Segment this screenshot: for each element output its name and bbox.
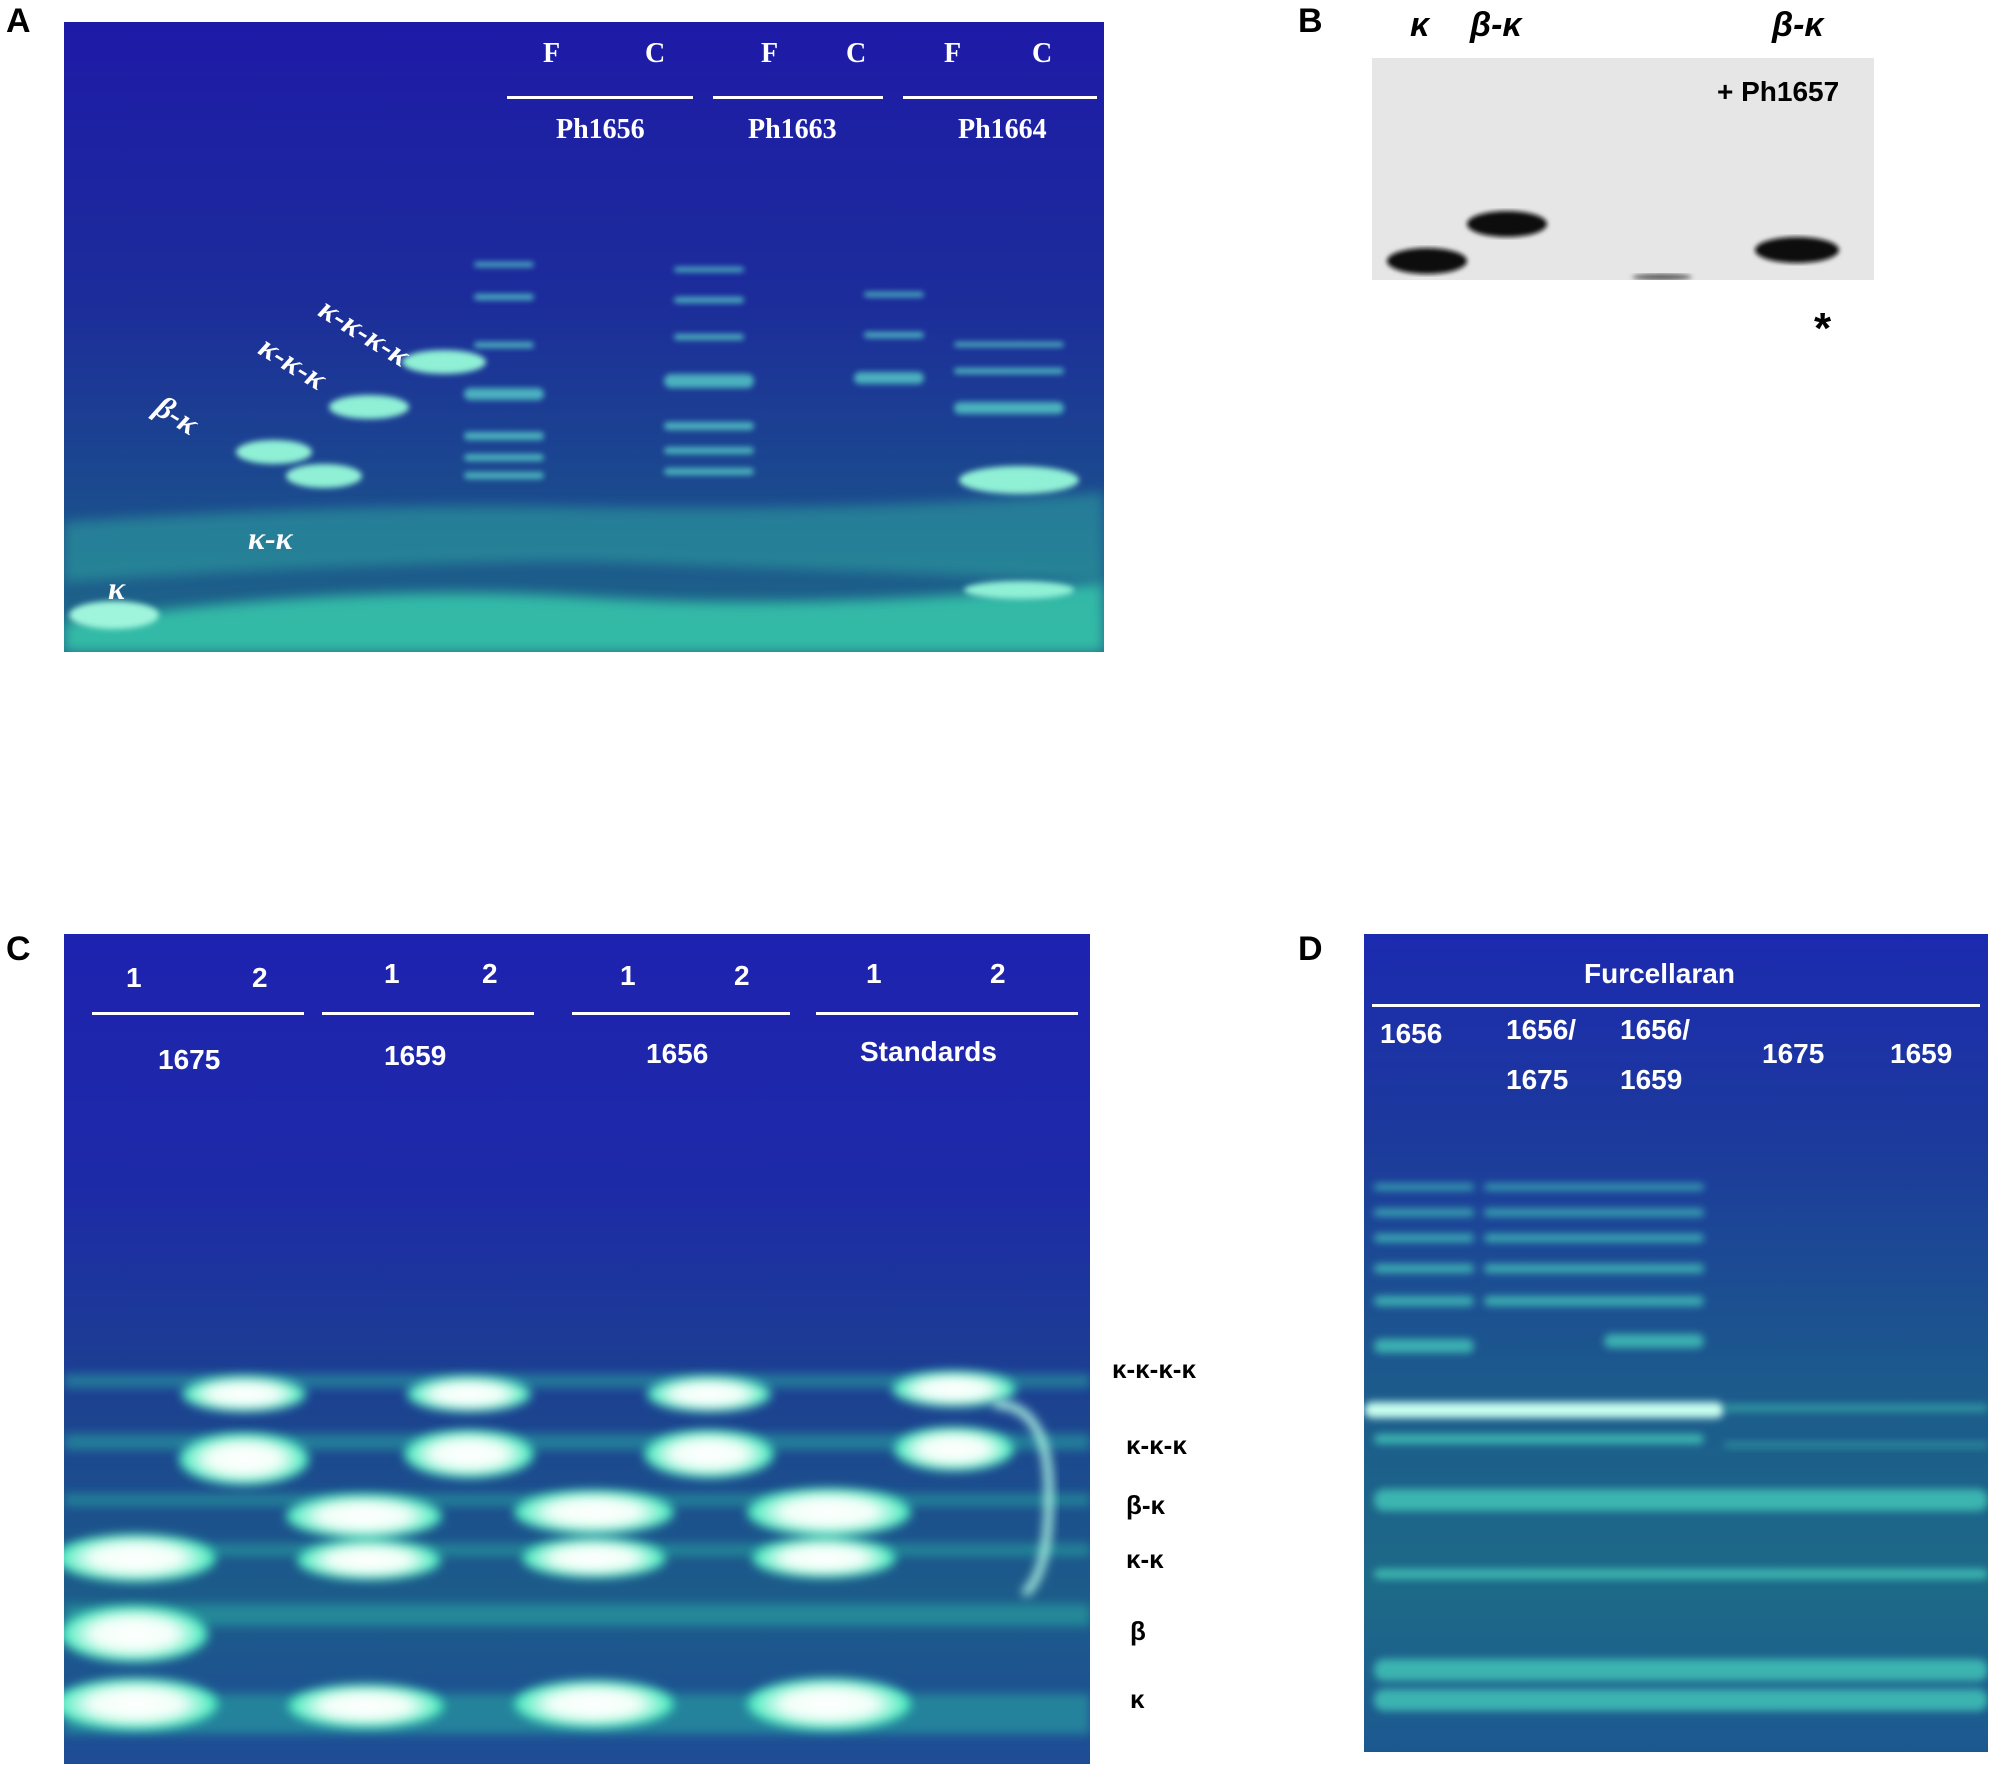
title-furcellaran: Furcellaran xyxy=(1584,958,1735,989)
band-label-c-kkkk: κ-κ-κ-κ xyxy=(1112,1354,1196,1384)
band-label-c-k: κ xyxy=(1130,1684,1145,1714)
band-label-c-bk: β-κ xyxy=(1126,1490,1166,1520)
band-label-c-b: β xyxy=(1130,1616,1146,1646)
group-label-ph1664: Ph1664 xyxy=(958,114,1047,145)
group-line-a-1 xyxy=(507,96,693,99)
lane-label-a-4: C xyxy=(846,38,867,69)
lane-label-a-3: F xyxy=(761,38,779,69)
panel-letter-b: B xyxy=(1298,2,1323,40)
gel-panel-d xyxy=(1364,934,1988,1752)
lane-number-c-5: 1 xyxy=(620,960,636,991)
asterisk-b: * xyxy=(1814,304,1832,353)
group-label-ph1663: Ph1663 xyxy=(748,114,837,145)
lane-label-d-3b: 1659 xyxy=(1620,1064,1683,1095)
group-line-c-3 xyxy=(572,1012,790,1015)
lane-number-c-7: 1 xyxy=(866,958,882,989)
group-label-1675: 1675 xyxy=(158,1044,221,1075)
lane-number-c-2: 2 xyxy=(252,962,268,993)
lane-number-c-4: 2 xyxy=(482,958,498,989)
group-line-a-2 xyxy=(713,96,883,99)
lane-label-d-1: 1656 xyxy=(1380,1018,1443,1049)
gel-a-bands xyxy=(64,262,1104,652)
gel-panel-b xyxy=(1372,58,1874,280)
gel-panel-a xyxy=(64,22,1104,652)
lane-label-d-5: 1659 xyxy=(1890,1038,1953,1069)
lane-label-b-bk-1: β-κ xyxy=(1470,6,1522,44)
group-label-1659: 1659 xyxy=(384,1040,447,1071)
band-label-a-kk: κ-κ xyxy=(248,520,293,556)
lane-label-d-2a: 1656/ xyxy=(1506,1014,1577,1045)
gel-b-bands xyxy=(1387,211,1839,280)
lane-label-a-6: C xyxy=(1032,38,1053,69)
group-line-c-2 xyxy=(322,1012,534,1015)
group-line-c-4 xyxy=(816,1012,1078,1015)
panel-letter-a: A xyxy=(6,2,31,40)
panel-letter-d: D xyxy=(1298,930,1323,968)
band-label-c-kk: κ-κ xyxy=(1126,1544,1164,1574)
group-label-ph1656: Ph1656 xyxy=(556,114,645,145)
lane-number-c-1: 1 xyxy=(126,962,142,993)
gel-d-bands xyxy=(1364,1184,1988,1711)
group-label-standards: Standards xyxy=(860,1036,997,1067)
lane-number-c-3: 1 xyxy=(384,958,400,989)
lane-label-b-bk-2: β-κ xyxy=(1772,6,1824,44)
gel-c-bands xyxy=(64,1371,1090,1734)
lane-number-c-8: 2 xyxy=(990,958,1006,989)
lane-number-c-6: 2 xyxy=(734,960,750,991)
band-label-c-kkk: κ-κ-κ xyxy=(1126,1430,1187,1460)
gel-panel-c xyxy=(64,934,1090,1764)
title-line-d xyxy=(1372,1004,1980,1007)
treatment-label-b: + Ph1657 xyxy=(1717,76,1840,107)
lane-label-b-k: κ xyxy=(1410,6,1430,44)
group-line-c-1 xyxy=(92,1012,304,1015)
lane-label-a-2: C xyxy=(645,38,666,69)
lane-label-a-1: F xyxy=(543,38,561,69)
lane-label-d-3a: 1656/ xyxy=(1620,1014,1691,1045)
lane-label-d-2b: 1675 xyxy=(1506,1064,1569,1095)
panel-letter-c: C xyxy=(6,930,31,968)
band-label-a-k: κ xyxy=(108,570,125,606)
group-label-1656: 1656 xyxy=(646,1038,709,1069)
lane-label-a-5: F xyxy=(944,38,962,69)
group-line-a-3 xyxy=(903,96,1097,99)
lane-label-d-4: 1675 xyxy=(1762,1038,1825,1069)
